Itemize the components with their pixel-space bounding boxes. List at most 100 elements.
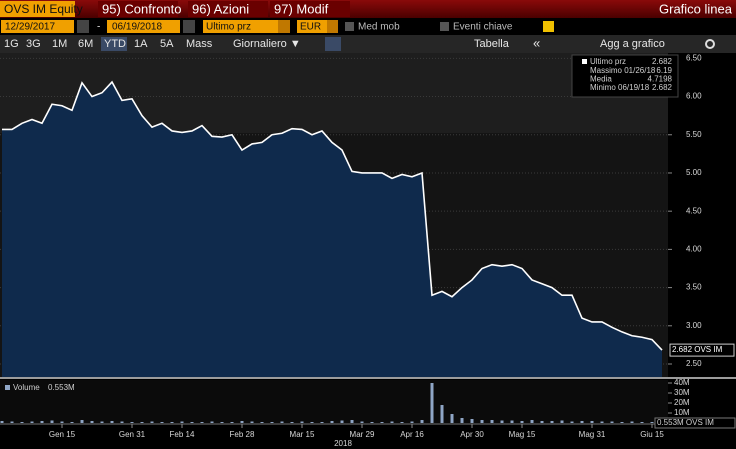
x-tick-label: Mar 15 [290,430,315,439]
add-button[interactable]: Agg a grafico [600,38,665,50]
volume-bar [220,422,224,423]
volume-bar [450,414,454,423]
y-tick-label: 3.00 [686,321,702,330]
volume-bar [510,420,514,423]
volume-bar [430,383,434,423]
volume-legend-swatch [5,385,10,390]
volume-bar [610,421,614,423]
x-tick-label: Feb 14 [170,430,195,439]
volume-bar [530,420,534,423]
volume-bar [540,421,544,423]
menu-tab[interactable] [98,1,178,17]
y-tick-label: 4.50 [686,206,702,215]
volume-bar [490,420,494,423]
table-button[interactable]: Tabella [474,38,510,50]
volume-bar [10,421,14,423]
period-button[interactable]: 5A [160,38,174,50]
volume-bar [130,422,134,423]
volume-bar [590,421,594,423]
y-tick-label: 20M [674,398,690,407]
axis-bg [668,53,736,449]
period-active [101,37,127,51]
y-tick-label: 40M [674,378,690,387]
period-button[interactable]: 1G [4,38,19,50]
volume-legend-value: 0.553M [48,383,75,392]
volume-bar [290,422,294,423]
volume-bar [140,422,144,423]
volume-bar [170,422,174,423]
view-title: Grafico linea [659,1,733,16]
field: Ultimo prz [206,22,251,33]
calendar-icon[interactable] [77,20,89,33]
volume-bar [150,421,154,423]
period-button[interactable]: 1M [52,38,67,50]
legend-value: 2.682 [652,57,673,66]
legend-box [571,54,679,98]
currency-box[interactable] [297,20,327,33]
period-button[interactable]: 3G [26,38,41,50]
volume-bar [210,421,214,423]
volume-bar [270,422,274,423]
menu-tab[interactable] [270,1,350,17]
collapse-button[interactable]: « [533,35,540,50]
settings-icon[interactable] [705,39,715,49]
start-date: 12/29/2017 [5,22,55,33]
end-date-box[interactable] [107,20,180,33]
option: Med mob [358,22,400,33]
volume-bar [50,420,54,423]
calendar-icon[interactable] [183,20,195,33]
x-tick-label: Apr 16 [400,430,424,439]
last-tag [669,343,735,357]
volume-bg [0,380,668,423]
checkbox[interactable] [345,22,354,31]
volume-bar [70,422,74,423]
legend-stat-value: 2.682 [652,83,673,92]
option: Eventi chiave [453,22,513,33]
volume-bar [0,421,4,423]
end-date: 06/19/2018 [112,22,162,33]
start-date-box[interactable] [1,20,74,33]
period-button[interactable]: 1A [134,38,148,50]
legend-swatch [582,59,587,64]
volume-bar [340,420,344,423]
x-tick-label: Apr 30 [460,430,484,439]
header-bar [0,0,736,18]
chart-type-icon[interactable] [325,37,341,51]
volume-bar [350,420,354,423]
volume-bar [110,421,114,423]
volume-tag [654,417,736,429]
volume-bar [550,421,554,423]
period-button[interactable]: Mass [186,38,213,50]
ticker-box[interactable] [0,1,75,17]
y-tick-label: 6.00 [686,92,702,101]
x-year: 2018 [334,439,352,448]
menu-tab[interactable] [188,1,268,17]
y-tick-label: 2.50 [686,359,702,368]
volume-bar [180,421,184,423]
legend-entry: Ultimo prz [590,57,626,66]
volume-bar [250,421,254,423]
frequency[interactable]: Giornaliero ▼ [233,38,301,50]
volume-bar [480,420,484,423]
volume-bar [300,421,304,423]
volume-legend: Volume [13,383,40,392]
volume-bar [630,421,634,423]
y-tick-label: 5.50 [686,130,702,139]
volume-bar [570,421,574,423]
dropdown[interactable] [327,20,338,33]
x-tick-label: Gen 15 [49,430,76,439]
volume-bar [310,422,314,423]
volume-bar [320,422,324,423]
info-icon[interactable] [543,21,554,32]
legend-stat: Minimo 06/19/18 [590,83,650,92]
y-tick-label: 6.50 [686,53,702,62]
period-button[interactable]: YTD [104,38,126,50]
toolbar-bar [0,35,736,53]
volume-bar [90,421,94,423]
price-line [2,80,663,351]
volume-bar [20,422,24,423]
field-box[interactable] [203,20,278,33]
checkbox[interactable] [440,22,449,31]
period-button[interactable]: 6M [78,38,93,50]
dropdown[interactable] [278,20,290,33]
